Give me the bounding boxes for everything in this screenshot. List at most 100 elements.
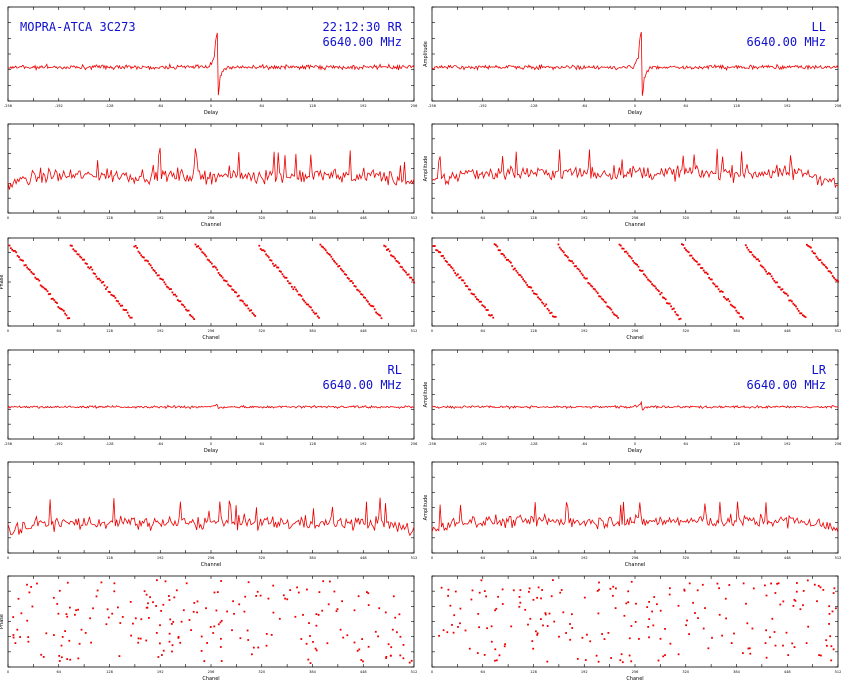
phase-point — [536, 632, 539, 635]
x-tick-label: 0 — [634, 442, 636, 446]
phase-point — [12, 636, 15, 639]
phase-point — [516, 271, 519, 274]
phase-point — [251, 312, 254, 314]
phase-point — [747, 647, 750, 650]
x-tick-label: 512 — [835, 329, 842, 333]
x-tick-label: 512 — [411, 670, 418, 674]
phase-point — [295, 288, 297, 291]
phase-point — [477, 299, 480, 301]
x-axis-label: Channel — [625, 562, 646, 568]
x-tick-label: 256 — [208, 216, 215, 220]
phase-point — [829, 270, 831, 273]
phase-point — [717, 288, 720, 291]
phase-point — [149, 264, 152, 267]
phase-point — [322, 246, 324, 249]
phase-point — [477, 613, 480, 615]
phase-point — [196, 600, 199, 603]
phase-point — [452, 269, 455, 272]
phase-point — [735, 309, 738, 312]
phase-point — [164, 283, 167, 286]
phase-point — [565, 255, 568, 257]
phase-point — [35, 278, 38, 280]
phase-point — [739, 315, 742, 318]
phase-point — [84, 632, 87, 634]
y-axis-label: Amplitude — [423, 495, 429, 521]
phase-point — [690, 254, 693, 257]
x-tick-label: 192 — [157, 556, 164, 560]
phase-point — [350, 280, 353, 282]
phase-point — [282, 275, 285, 278]
phase-point — [256, 590, 259, 593]
x-tick-label: 128 — [106, 216, 113, 220]
phase-point — [60, 308, 62, 310]
phase-point — [387, 248, 390, 250]
phase-point — [451, 267, 454, 270]
phase-point — [342, 636, 345, 639]
phase-point — [208, 259, 210, 262]
phase-point — [746, 246, 748, 249]
phase-point — [300, 638, 303, 640]
phase-point — [668, 593, 671, 596]
phase-point — [612, 594, 614, 597]
phase-point — [613, 313, 615, 316]
phase-point — [11, 248, 14, 251]
x-tick-label: 320 — [682, 670, 689, 674]
phase-point — [233, 612, 235, 615]
phase-point — [289, 282, 292, 285]
phase-point — [168, 595, 170, 597]
phase-point — [152, 601, 154, 604]
phase-point — [588, 282, 591, 285]
x-tick-label: 320 — [258, 216, 265, 220]
phase-point — [367, 300, 369, 303]
phase-point — [560, 589, 563, 591]
phase-point — [216, 591, 219, 593]
phase-point — [706, 273, 709, 275]
phase-point — [212, 265, 214, 268]
x-tick-label: 320 — [682, 216, 689, 220]
x-tick-label: 192 — [581, 670, 588, 674]
x-tick-label: -256 — [4, 104, 12, 108]
x-tick-label: -192 — [479, 442, 487, 446]
phase-point — [731, 304, 734, 307]
phase-point — [474, 296, 477, 298]
phase-point — [312, 311, 315, 314]
x-tick-label: -64 — [157, 104, 163, 108]
phase-point — [683, 589, 686, 592]
x-tick-label: 320 — [682, 329, 689, 333]
phase-point — [159, 642, 161, 645]
phase-point — [321, 609, 324, 612]
phase-point — [200, 248, 202, 251]
phase-point — [596, 292, 599, 295]
phase-point — [435, 249, 438, 251]
phase-point — [186, 309, 189, 312]
phase-point — [398, 262, 401, 265]
phase-point — [137, 641, 140, 644]
phase-point — [681, 243, 683, 246]
phase-point — [217, 272, 220, 274]
phase-point — [373, 308, 376, 311]
x-tick-label: 128 — [106, 670, 113, 674]
phase-point — [220, 580, 222, 582]
phase-point — [765, 629, 767, 632]
phase-point — [618, 243, 621, 246]
phase-point — [380, 317, 383, 320]
phase-point — [519, 589, 522, 591]
frequency-label: 6640.00 MHz — [747, 35, 826, 49]
phase-point — [524, 608, 527, 611]
phase-point — [185, 582, 188, 585]
plot-frame — [7, 349, 415, 440]
phase-point — [61, 308, 64, 311]
phase-point — [571, 627, 574, 629]
phase-point — [220, 275, 223, 277]
x-tick-label: 192 — [581, 329, 588, 333]
x-axis-label: Delay — [204, 448, 218, 454]
plot-frame — [431, 349, 839, 440]
phase-point — [330, 255, 333, 258]
phase-point — [384, 245, 387, 248]
phase-point — [303, 299, 305, 302]
phase-point — [623, 614, 626, 617]
phase-point — [436, 249, 439, 252]
phase-point — [167, 286, 170, 289]
phase-point — [826, 644, 828, 647]
phase-point — [630, 257, 633, 260]
